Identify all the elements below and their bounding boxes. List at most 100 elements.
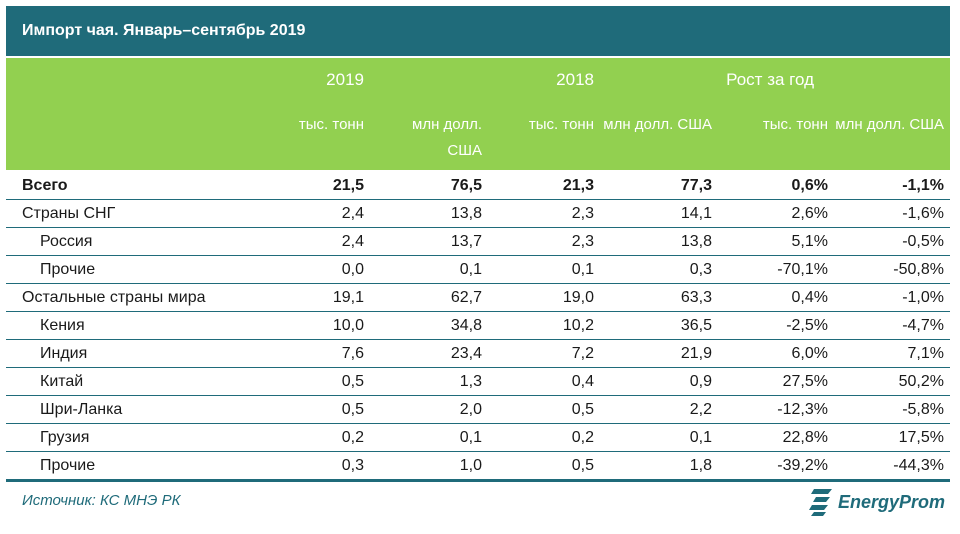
cell-value: 0,6% [791, 177, 828, 194]
cell-value: 0,5 [571, 457, 594, 474]
cell-value: 77,3 [680, 177, 712, 194]
table-row: Прочие 0,0 0,1 0,1 0,3 -70,1% -50,8% [6, 256, 950, 284]
row-label: Индия [40, 345, 88, 362]
cell-value: -2,5% [786, 317, 828, 334]
cell-value: -4,7% [902, 317, 944, 334]
cell-value: 2,6% [791, 205, 828, 222]
cell-value: 0,0 [341, 261, 364, 278]
cell-value: 76,5 [450, 177, 482, 194]
cell-value: 0,1 [571, 261, 594, 278]
unit-header: млн долл. США [603, 116, 712, 133]
table-row: Страны СНГ 2,4 13,8 2,3 14,1 2,6% -1,6% [6, 200, 950, 228]
unit-header: тыс. тонн [298, 116, 364, 133]
row-label: Китай [40, 373, 84, 390]
growth-header: Рост за год [726, 70, 814, 89]
cell-value: 19,1 [332, 289, 364, 306]
row-label: Остальные страны мира [22, 289, 206, 306]
cell-value: 2,3 [571, 233, 594, 250]
cell-value: 7,6 [341, 345, 364, 362]
cell-value: 10,2 [562, 317, 594, 334]
cell-value: 13,8 [680, 233, 712, 250]
cell-value: 21,5 [332, 177, 364, 194]
unit-header: млн долл. США [835, 116, 944, 133]
table-body: Всего 21,5 76,5 21,3 77,3 0,6% -1,1% Страны СНГ… [6, 172, 950, 480]
cell-value: 62,7 [450, 289, 482, 306]
cell-value: 13,7 [450, 233, 482, 250]
table-row: Грузия 0,2 0,1 0,2 0,1 22,8% 17,5% [6, 424, 950, 452]
table-row: Прочие 0,3 1,0 0,5 1,8 -39,2% -44,3% [6, 452, 950, 480]
year-2019-header: 2019 [326, 70, 364, 89]
cell-value: 14,1 [680, 205, 712, 222]
cell-value: -0,5% [902, 233, 944, 250]
cell-value: 0,9 [689, 373, 712, 390]
cell-value: 0,3 [689, 261, 712, 278]
cell-value: 36,5 [680, 317, 712, 334]
cell-value: -5,8% [902, 401, 944, 418]
row-label: Грузия [40, 429, 90, 446]
cell-value: -1,0% [902, 289, 944, 306]
cell-value: -39,2% [777, 457, 828, 474]
table-row: Россия 2,4 13,7 2,3 13,8 5,1% -0,5% [6, 228, 950, 256]
table-header: 2019 2018 Рост за год тыс. тонн млн долл… [6, 58, 950, 170]
cell-value: -44,3% [893, 457, 944, 474]
cell-value: 19,0 [562, 289, 594, 306]
table-row: Китай 0,5 1,3 0,4 0,9 27,5% 50,2% [6, 368, 950, 396]
row-label: Шри-Ланка [40, 401, 123, 418]
cell-value: -12,3% [777, 401, 828, 418]
cell-value: 1,8 [689, 457, 712, 474]
cell-value: 2,4 [341, 205, 364, 222]
table-row: Остальные страны мира 19,1 62,7 19,0 63,3 0,4… [6, 284, 950, 312]
cell-value: 5,1% [791, 233, 828, 250]
cell-value: 0,5 [341, 373, 364, 390]
row-label: Страны СНГ [22, 205, 116, 222]
cell-value: 6,0% [791, 345, 828, 362]
cell-value: 10,0 [332, 317, 364, 334]
year-2018-header: 2018 [556, 70, 594, 89]
cell-value: 2,0 [459, 401, 482, 418]
cell-value: 0,4 [571, 373, 594, 390]
cell-value: 50,2% [898, 373, 944, 390]
table-row: Всего 21,5 76,5 21,3 77,3 0,6% -1,1% [6, 172, 950, 200]
cell-value: 2,4 [341, 233, 364, 250]
cell-value: 22,8% [782, 429, 828, 446]
cell-value: -1,1% [902, 177, 944, 194]
cell-value: 63,3 [680, 289, 712, 306]
energyprom-logo: EnergyProm [808, 486, 945, 518]
cell-value: 2,2 [689, 401, 712, 418]
cell-value: 17,5% [898, 429, 944, 446]
cell-value: 21,3 [562, 177, 594, 194]
cell-value: -50,8% [893, 261, 944, 278]
row-label: Прочие [40, 261, 96, 278]
cell-value: 0,2 [341, 429, 364, 446]
cell-value: 34,8 [450, 317, 482, 334]
cell-value: 0,5 [571, 401, 594, 418]
row-label: Всего [22, 177, 68, 194]
cell-value: -70,1% [777, 261, 828, 278]
cell-value: 13,8 [450, 205, 482, 222]
logo-text: EnergyProm [838, 491, 946, 512]
cell-value: 27,5% [782, 373, 828, 390]
unit-header: тыс. тонн [762, 116, 828, 133]
cell-value: 0,4% [791, 289, 828, 306]
cell-value: 23,4 [450, 345, 482, 362]
cell-value: -1,6% [902, 205, 944, 222]
cell-value: 1,0 [459, 457, 482, 474]
unit-header: тыс. тонн [528, 116, 594, 133]
cell-value: 0,5 [341, 401, 364, 418]
cell-value: 0,3 [341, 457, 364, 474]
table-row: Кения 10,0 34,8 10,2 36,5 -2,5% -4,7% [6, 312, 950, 340]
cell-value: 0,1 [459, 261, 482, 278]
table-row: Индия 7,6 23,4 7,2 21,9 6,0% 7,1% [6, 340, 950, 368]
cell-value: 7,1% [907, 345, 944, 362]
cell-value: 21,9 [680, 345, 712, 362]
row-label: Россия [40, 233, 93, 250]
logo-mark-icon [809, 489, 832, 516]
cell-value: 1,3 [459, 373, 482, 390]
cell-value: 2,3 [571, 205, 594, 222]
cell-value: 0,1 [459, 429, 482, 446]
footer-divider [6, 480, 950, 482]
cell-value: 0,1 [689, 429, 712, 446]
table-row: Шри-Ланка 0,5 2,0 0,5 2,2 -12,3% -5,8% [6, 396, 950, 424]
unit-header: млн долл. США [412, 116, 482, 159]
row-label: Прочие [40, 457, 96, 474]
